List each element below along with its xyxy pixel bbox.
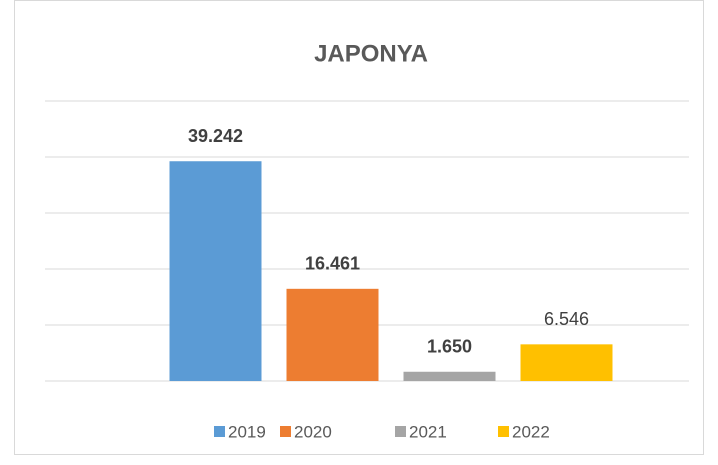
bar: [169, 161, 262, 381]
legend-swatch: [395, 426, 406, 437]
legend-label: 2019: [228, 422, 266, 441]
data-label: 39.242: [188, 126, 243, 146]
legend-swatch: [214, 426, 225, 437]
data-label: 16.461: [305, 254, 360, 274]
bar: [403, 371, 496, 381]
legend-label: 2020: [294, 422, 332, 441]
data-label: 6.546: [544, 309, 589, 329]
bar: [286, 288, 379, 381]
chart-title: JAPONYA: [314, 40, 428, 67]
chart-frame: [14, 0, 704, 455]
legend-swatch: [498, 426, 509, 437]
legend-swatch: [280, 426, 291, 437]
data-label: 1.650: [427, 337, 472, 357]
bar: [520, 344, 613, 381]
legend-label: 2022: [512, 422, 550, 441]
legend-label: 2021: [409, 422, 447, 441]
